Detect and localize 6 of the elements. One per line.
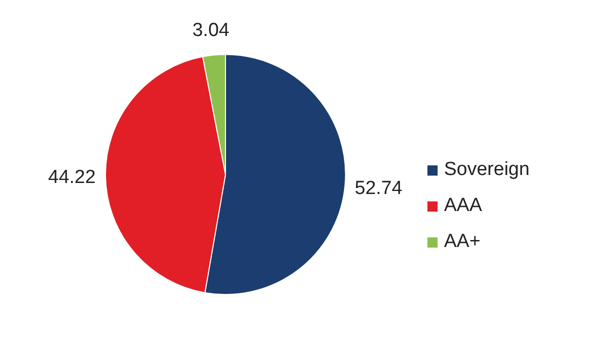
data-label: 44.22 (48, 166, 96, 188)
legend-label: Sovereign (444, 159, 530, 181)
legend-label: AA+ (444, 231, 480, 253)
data-label: 3.04 (192, 20, 230, 41)
data-label: 52.74 (354, 178, 403, 200)
legend-label: AAA (444, 195, 482, 217)
